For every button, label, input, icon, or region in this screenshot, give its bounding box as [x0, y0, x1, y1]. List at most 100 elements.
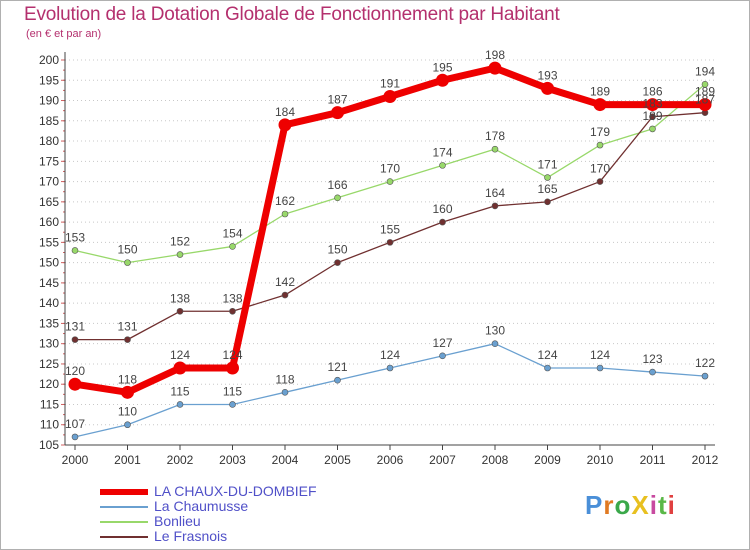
data-point	[281, 389, 289, 396]
data-label: 127	[432, 336, 452, 350]
data-label: 179	[590, 125, 610, 139]
y-tick-label: 175	[39, 154, 59, 168]
data-point	[386, 239, 394, 246]
data-point	[544, 364, 551, 372]
data-label: 187	[695, 93, 715, 107]
logo-letter: P	[585, 490, 604, 520]
data-point	[596, 141, 604, 149]
grid	[65, 59, 715, 446]
axes: 105 110 115 120 125 130 135 140 145 150 155 160 165 1…	[39, 52, 719, 467]
data-label: 189	[642, 109, 662, 123]
y-tick-label: 110	[40, 418, 59, 432]
data-point	[649, 113, 656, 121]
y-tick-label: 155	[39, 235, 59, 249]
data-label: 174	[432, 145, 452, 159]
y-tick-label: 195	[39, 73, 59, 87]
logo-letter: t	[657, 490, 668, 520]
data-point	[176, 251, 184, 258]
data-label: 118	[275, 372, 294, 386]
y-tick-label: 150	[39, 256, 59, 270]
legend-swatch	[100, 536, 148, 538]
data-label: 107	[65, 417, 85, 431]
data-label: 124	[380, 348, 400, 362]
data-label: 124	[537, 348, 557, 362]
data-point	[488, 61, 502, 75]
data-point	[334, 259, 341, 266]
data-point	[541, 81, 554, 95]
legend-swatch	[100, 506, 148, 508]
data-point	[649, 125, 656, 133]
data-point	[71, 247, 79, 254]
data-label: 166	[327, 178, 347, 192]
data-label: 115	[223, 384, 242, 398]
x-tick-label: 2009	[534, 453, 561, 467]
data-point	[544, 174, 551, 181]
data-point	[226, 361, 239, 375]
data-point	[173, 361, 187, 375]
data-point	[124, 336, 131, 343]
data-label: 164	[485, 186, 505, 200]
data-label: 155	[380, 222, 400, 236]
data-label: 124	[170, 348, 190, 362]
data-point	[71, 433, 79, 441]
y-tick-label: 170	[39, 175, 59, 189]
data-label: 130	[485, 324, 505, 338]
x-tick-label: 2007	[429, 453, 456, 467]
data-point	[124, 259, 131, 266]
data-point	[229, 401, 236, 408]
data-label: 193	[537, 68, 557, 82]
data-label: 150	[117, 243, 137, 257]
data-label: 170	[380, 162, 400, 176]
data-point	[176, 401, 184, 408]
y-tick-label: 200	[39, 53, 59, 67]
logo-letter: o	[614, 490, 632, 520]
data-label: 118	[118, 372, 137, 386]
data-label: 150	[327, 243, 347, 257]
data-point	[278, 118, 292, 132]
data-label: 122	[695, 356, 715, 370]
data-point	[121, 385, 134, 399]
data-point	[491, 145, 499, 153]
data-label: 124	[222, 348, 242, 362]
x-tick-label: 2002	[167, 453, 194, 467]
data-label: 162	[275, 194, 295, 208]
x-tick-label: 2004	[272, 453, 299, 467]
data-label: 191	[380, 76, 400, 90]
data-point	[646, 98, 659, 112]
data-point	[334, 376, 341, 384]
data-point	[596, 364, 604, 372]
data-label: 138	[222, 291, 242, 305]
proxiti-logo: ProXiti	[585, 490, 676, 521]
legend-label: La Chaumusse	[154, 498, 249, 514]
data-label: 187	[327, 93, 347, 107]
y-tick-label: 185	[39, 114, 59, 128]
chart-title: Evolution de la Dotation Globale de Fonc…	[24, 4, 560, 25]
x-tick-label: 2008	[482, 453, 509, 467]
logo-letter: i	[667, 490, 676, 520]
data-point	[596, 178, 604, 185]
data-point	[229, 307, 236, 315]
y-tick-label: 145	[39, 276, 59, 290]
data-label: 171	[537, 158, 557, 172]
data-label: 178	[485, 129, 505, 143]
data-point	[281, 291, 289, 299]
x-tick-label: 2010	[587, 453, 614, 467]
data-label: 152	[170, 235, 190, 249]
legend-label: Bonlieu	[154, 513, 201, 529]
x-tick-label: 2005	[324, 453, 351, 467]
data-label: 124	[590, 348, 610, 362]
data-label: 131	[65, 320, 85, 334]
data-point	[649, 368, 656, 376]
data-label: 195	[432, 60, 452, 74]
data-label: 184	[275, 105, 295, 119]
data-label: 138	[170, 291, 190, 305]
data-label: 186	[642, 85, 662, 99]
y-tick-label: 160	[39, 215, 59, 229]
data-label: 194	[695, 64, 715, 78]
data-label: 189	[590, 85, 610, 99]
y-tick-label: 165	[39, 195, 59, 209]
data-label: 154	[222, 226, 242, 240]
y-tick-label: 125	[39, 357, 59, 371]
